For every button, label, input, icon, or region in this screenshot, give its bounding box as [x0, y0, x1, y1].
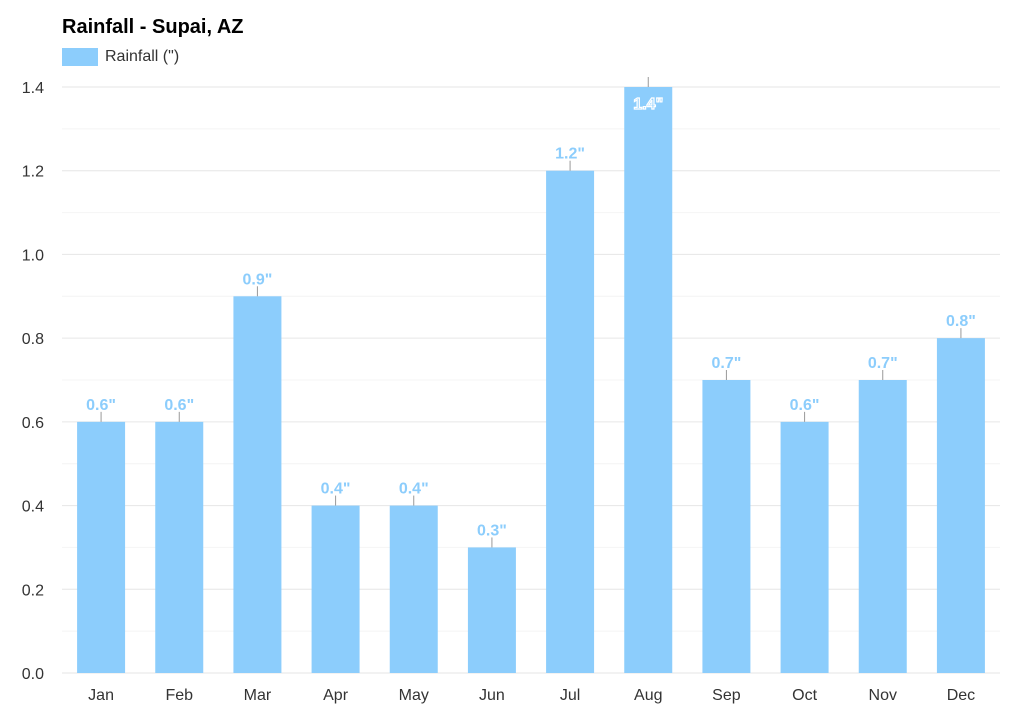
legend-label: Rainfall (")	[105, 48, 180, 65]
y-tick-label: 0.6	[22, 415, 44, 432]
x-tick-label: Jun	[479, 687, 505, 704]
bar	[311, 505, 360, 673]
y-tick-label: 0.4	[22, 499, 44, 516]
data-label: 0.7"	[868, 355, 898, 372]
x-tick-label: Jul	[560, 687, 580, 704]
data-label: 1.2"	[555, 146, 585, 163]
bar	[936, 338, 985, 673]
bar	[624, 87, 673, 673]
data-label: 0.8"	[946, 313, 976, 330]
bar	[155, 421, 204, 673]
y-tick-label: 0.0	[22, 666, 44, 683]
data-label: 0.4"	[321, 481, 351, 498]
bar	[77, 421, 126, 673]
y-tick-label: 1.2	[22, 164, 44, 181]
x-tick-label: May	[399, 687, 429, 704]
bar	[546, 170, 595, 673]
data-label: 0.6"	[86, 397, 116, 414]
x-tick-label: Apr	[323, 687, 349, 704]
x-tick-label: Feb	[165, 687, 193, 704]
x-tick-label: Mar	[244, 687, 272, 704]
legend-swatch	[62, 48, 98, 66]
data-label: 0.6"	[790, 397, 820, 414]
x-tick-label: Dec	[947, 687, 975, 704]
x-tick-label: Jan	[88, 687, 114, 704]
y-tick-label: 1.0	[22, 247, 44, 264]
data-label: 0.3"	[477, 522, 507, 539]
y-tick-label: 1.4	[22, 80, 44, 97]
bar	[702, 380, 751, 673]
data-label: 0.9"	[243, 271, 273, 288]
bar	[389, 505, 438, 673]
x-tick-label: Aug	[634, 687, 662, 704]
data-label: 1.4"	[633, 96, 663, 113]
y-tick-label: 0.2	[22, 582, 44, 599]
bar	[780, 421, 829, 673]
bar	[467, 547, 516, 673]
x-tick-label: Nov	[869, 687, 897, 704]
data-label: 0.7"	[712, 355, 742, 372]
bar	[858, 380, 907, 673]
bar	[233, 296, 282, 673]
data-label: 0.4"	[399, 481, 429, 498]
x-tick-label: Sep	[712, 687, 741, 704]
chart-title: Rainfall - Supai, AZ	[62, 16, 244, 38]
legend-item[interactable]: Rainfall (")	[62, 48, 179, 66]
data-label: 0.6"	[164, 397, 194, 414]
x-tick-label: Oct	[792, 687, 817, 704]
y-tick-label: 0.8	[22, 331, 44, 348]
